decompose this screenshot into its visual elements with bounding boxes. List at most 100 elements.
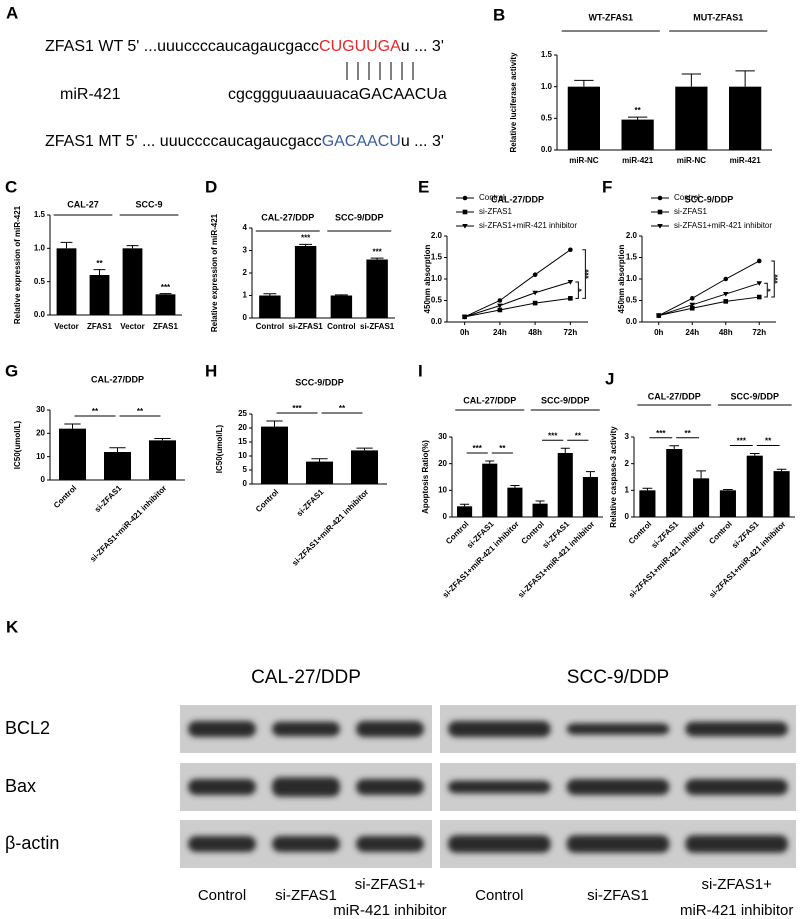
error-bar <box>263 293 277 296</box>
bar <box>59 428 86 480</box>
bar <box>89 275 110 315</box>
error-bar <box>669 445 680 449</box>
legend-marker <box>657 195 663 201</box>
y-tick-label: 2 <box>625 459 630 468</box>
error-bar <box>585 471 595 477</box>
blot-band <box>566 779 670 795</box>
marker <box>497 298 503 303</box>
group-title: CAL-27/DDP <box>251 667 361 688</box>
marker <box>655 313 662 319</box>
x-tick-label: Control <box>52 484 78 510</box>
y-axis-label: Relative expression of miR-421 <box>13 205 22 324</box>
y-tick-label: 0.0 <box>541 145 553 154</box>
group-label: MUT-ZFAS1 <box>693 12 743 22</box>
bar <box>261 426 288 484</box>
marker <box>756 294 762 300</box>
y-tick-label: 0 <box>243 479 248 488</box>
y-axis-label: 450nm absorption <box>423 244 432 313</box>
blot-band <box>566 723 670 735</box>
chart-title: SCC-9/DDP <box>295 377 344 387</box>
x-tick-label: 0h <box>654 328 663 337</box>
error-bar <box>93 269 106 275</box>
panel-label: B <box>493 5 505 24</box>
marker <box>497 307 503 313</box>
seq-site: GACAACU <box>359 86 438 103</box>
lane-label: Control <box>198 887 246 904</box>
group-label: SCC-9/DDP <box>335 212 384 222</box>
error-bar <box>109 447 126 452</box>
error-bar <box>356 447 373 451</box>
legend-marker <box>657 224 663 229</box>
comparison-label: *** <box>737 437 747 446</box>
legend-label: si-ZFAS1+miR-421 inhibitor <box>674 221 772 230</box>
x-tick-label: miR-421 <box>622 156 654 165</box>
y-tick-label: 2.0 <box>626 231 638 240</box>
blot-band <box>448 780 551 794</box>
lane-label: Control <box>475 887 523 904</box>
seq: cgcggguuaauuaca <box>228 86 359 103</box>
x-tick-label: Vector <box>120 322 144 331</box>
y-tick-label: 0.0 <box>34 310 46 319</box>
lane-label: si-ZFAS1+ <box>355 876 426 893</box>
blot-band <box>356 779 424 795</box>
bar <box>729 86 762 150</box>
y-tick-label: 0 <box>625 512 630 521</box>
bar <box>155 294 176 315</box>
legend-marker <box>462 195 468 201</box>
x-tick-label: si-ZFAS1 <box>93 483 124 514</box>
seq-tail: a <box>438 86 447 103</box>
series-line <box>464 297 571 318</box>
bar <box>330 295 353 318</box>
x-tick-label: 72h <box>563 328 577 337</box>
y-tick-label: 1.5 <box>431 253 443 262</box>
y-tick-label: 1 <box>243 291 248 300</box>
seq-name: ZFAS1 MT 5' <box>45 133 138 150</box>
sequence-row: ZFAS1 WT 5' ...uuuccccaucagaucgaccCUGUUG… <box>45 38 444 55</box>
x-tick-label: si-ZFAS1 <box>289 322 324 331</box>
panel-label: C <box>5 177 17 196</box>
error-bar <box>749 453 760 456</box>
row-label: BCL2 <box>5 718 50 738</box>
error-bar <box>154 437 171 441</box>
y-tick-label: 3 <box>243 246 248 255</box>
blot-band <box>188 779 256 795</box>
y-tick-label: 30 <box>438 432 447 441</box>
bar <box>621 119 654 150</box>
x-tick-label: Control <box>256 322 284 331</box>
x-tick-label: si-ZFAS1+miR-421 inhibitor <box>290 488 370 568</box>
group-label: CAL-27/DDP <box>463 395 516 405</box>
blot-band <box>685 779 788 795</box>
error-bar <box>510 485 520 488</box>
y-tick-label: 2 <box>243 268 248 277</box>
lane-label: miR-421 inhibitor <box>333 902 446 919</box>
error-bar <box>370 257 384 260</box>
blot-band <box>188 721 256 737</box>
chart-title: SCC-9/DDP <box>685 194 734 204</box>
comparison-label: *** <box>584 269 593 279</box>
bar <box>104 452 131 480</box>
y-axis-label: Relative expression of miR-421 <box>210 213 219 332</box>
significance: ** <box>96 259 103 268</box>
y-tick-label: 1.5 <box>541 50 553 59</box>
group-title: SCC-9/DDP <box>567 667 669 688</box>
comparison-label: * <box>766 288 775 292</box>
significance: ** <box>635 106 642 115</box>
legend-marker <box>657 209 663 215</box>
comparison-label: ** <box>575 431 582 440</box>
error-bar <box>159 293 172 295</box>
error-bar <box>560 447 570 453</box>
bar <box>306 461 333 484</box>
y-tick-label: 1.0 <box>431 274 443 283</box>
marker <box>532 300 538 306</box>
series-line <box>464 281 571 318</box>
legend-label: Control <box>674 193 700 202</box>
group-label: WT-ZFAS1 <box>589 12 634 22</box>
marker <box>461 314 468 320</box>
x-tick-label: 72h <box>752 328 766 337</box>
legend-marker <box>462 224 468 229</box>
blot-band <box>685 721 788 737</box>
legend-label: si-ZFAS1 <box>674 207 707 216</box>
y-tick-label: 2.0 <box>431 231 443 240</box>
bar <box>773 471 790 517</box>
blot-band <box>566 835 670 853</box>
